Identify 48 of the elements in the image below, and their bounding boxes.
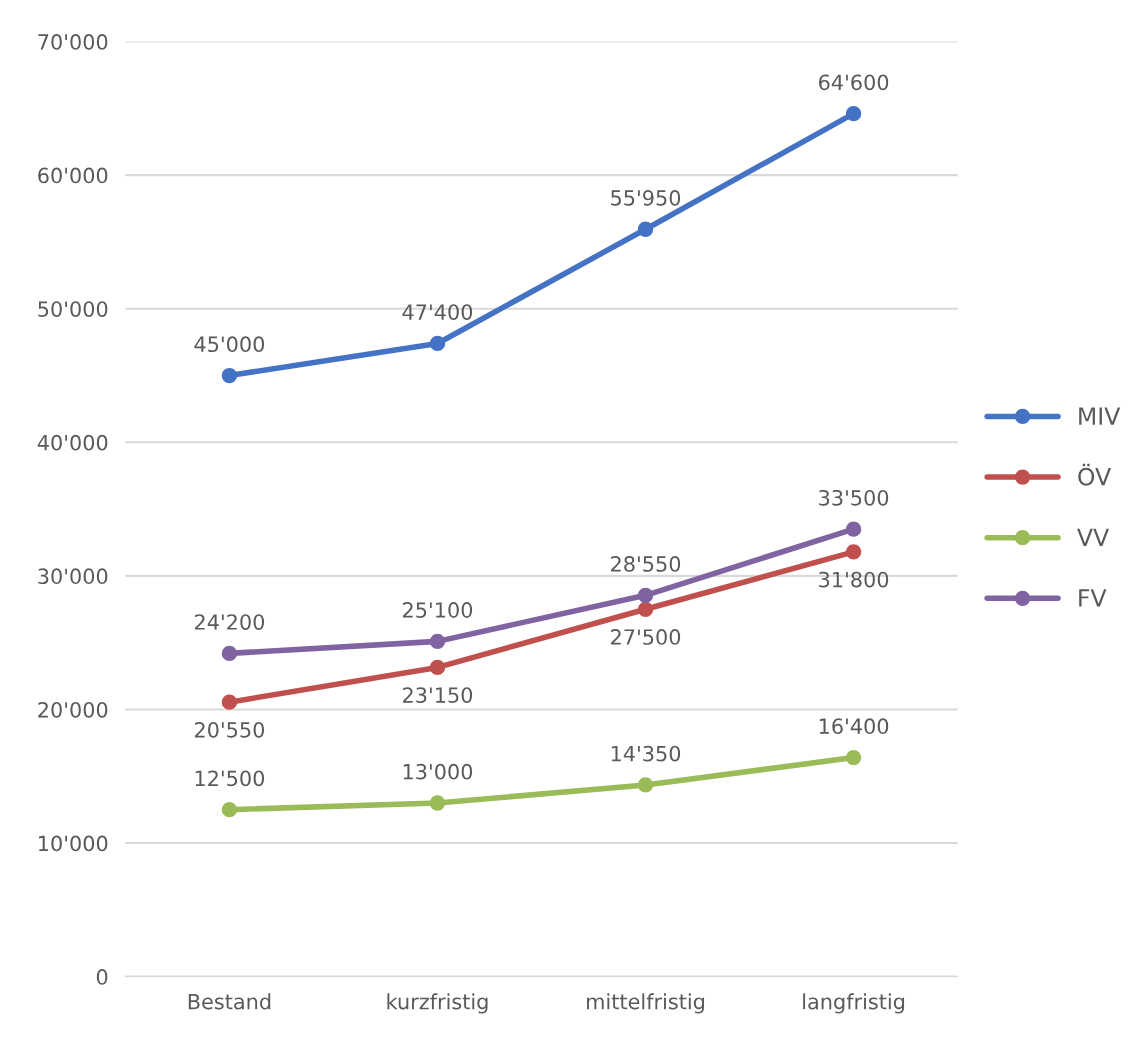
point [221, 694, 238, 710]
data-label: 24'200 [194, 614, 265, 630]
point [845, 544, 862, 560]
legend-label: MIV [1079, 407, 1121, 425]
data-label: 47'400 [402, 304, 473, 320]
data-label: 20'550 [194, 721, 265, 738]
y-tick-label: 60'000 [38, 167, 108, 184]
x-tick-label: Bestand [188, 993, 271, 1010]
point [221, 645, 238, 662]
point [429, 795, 446, 811]
point [221, 367, 238, 384]
y-tick-label: 50'000 [38, 301, 108, 317]
data-label: 16'400 [819, 718, 889, 735]
y-tick-label: 30'000 [38, 568, 108, 585]
y-tick-label: 10'000 [39, 835, 108, 852]
data-label: 45'000 [194, 336, 265, 353]
point [637, 601, 654, 617]
data-label: 33'500 [819, 489, 889, 506]
point [429, 659, 446, 676]
legend-label: VV [1077, 528, 1109, 546]
point [637, 587, 654, 603]
data-label: 13'000 [403, 763, 473, 780]
data-label: 12'500 [195, 770, 265, 787]
point [637, 221, 654, 237]
legend-label: ÖV [1078, 463, 1112, 486]
data-label: 25'100 [403, 602, 473, 618]
point [845, 749, 862, 766]
point [429, 335, 446, 352]
data-label: 55'950 [611, 190, 681, 206]
data-label: 27'500 [611, 629, 681, 645]
data-label: 23'150 [403, 687, 473, 703]
x-tick-label: langfristig [803, 993, 905, 1014]
x-tick-label: mittelfristig [587, 993, 705, 1014]
data-label: 28'550 [611, 556, 681, 572]
y-tick-label: 0 [96, 969, 108, 985]
point [845, 106, 862, 122]
x-tick-label: kurzfristig [387, 993, 488, 1014]
data-label: 64'600 [819, 74, 889, 91]
point [429, 633, 446, 649]
y-tick-label: 20'000 [38, 701, 108, 718]
y-tick-label: 40'000 [37, 434, 108, 451]
point [845, 521, 862, 537]
legend-label: FV [1079, 589, 1107, 607]
point [221, 802, 238, 818]
y-tick-label: 70'000 [38, 34, 108, 50]
point [637, 777, 654, 793]
data-label: 31'800 [819, 571, 889, 588]
data-label: 14'350 [611, 745, 681, 762]
